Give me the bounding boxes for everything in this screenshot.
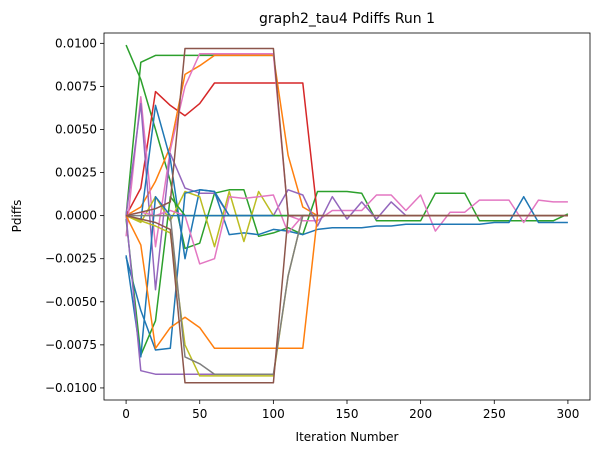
x-tick-label: 300 <box>556 407 579 421</box>
series-line-5 <box>125 52 568 248</box>
series-line-4 <box>125 54 318 217</box>
series-line-16 <box>126 214 318 375</box>
series-line-1 <box>125 44 569 250</box>
x-tick-label: 50 <box>192 407 207 421</box>
y-tick-label: 0.0025 <box>55 166 97 180</box>
series-line-9 <box>125 194 318 265</box>
y-tick-label: 0.0075 <box>55 79 97 93</box>
y-tick-label: 0.0100 <box>55 36 97 50</box>
y-tick-label: −0.0075 <box>45 338 97 352</box>
y-tick-label: 0.0000 <box>55 209 97 223</box>
series-line-12 <box>125 195 274 358</box>
x-tick-label: 200 <box>409 407 432 421</box>
x-tick-label: 100 <box>262 407 285 421</box>
y-tick-label: −0.0025 <box>45 252 97 266</box>
x-axis-title: Iteration Number <box>296 430 399 444</box>
series-line-14 <box>125 215 319 350</box>
y-axis-title: Pdiffs <box>10 200 24 233</box>
y-tick-label: −0.0050 <box>45 295 97 309</box>
series-layer <box>125 44 569 384</box>
x-tick-label: 250 <box>483 407 506 421</box>
y-tick-label: −0.0100 <box>45 381 97 395</box>
series-line-3 <box>125 82 319 216</box>
axes-layer: 0 50 100 150 200 250 300 −0.0100 −0.0075 −0.0050 −… <box>45 32 591 421</box>
x-tick-label: 150 <box>336 407 359 421</box>
chart-title: graph2_tau4 Pdiffs Run 1 <box>259 11 435 27</box>
x-tick-label: 0 <box>122 407 130 421</box>
series-line-18 <box>125 47 568 217</box>
y-tick-label: 0.0050 <box>55 122 97 136</box>
